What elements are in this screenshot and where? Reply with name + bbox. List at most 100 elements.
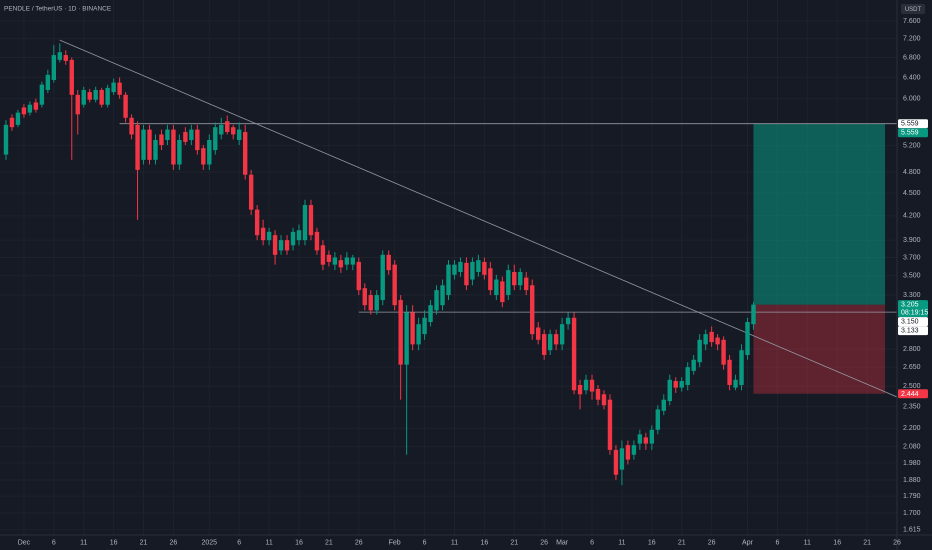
- candle-body: [189, 129, 194, 140]
- candle-body: [219, 124, 224, 135]
- candle-body: [326, 254, 332, 262]
- position-profit-zone: [753, 123, 886, 305]
- candle-body: [506, 270, 511, 296]
- candle-body: [649, 429, 655, 444]
- axes: 7.600 7.200 6.800 6.400 6.000 5.200 4.800 4.500…: [18, 18, 929, 547]
- candle-body: [308, 205, 314, 236]
- y-tick-label: 2.350: [903, 403, 921, 410]
- candle-body: [739, 350, 744, 385]
- candle-body: [237, 129, 242, 140]
- y-tick-label: 2.200: [903, 425, 921, 432]
- price-label-box: [898, 389, 928, 399]
- candle-body: [530, 285, 535, 335]
- y-tick-label: 3.500: [903, 273, 921, 280]
- candle-body: [9, 117, 15, 128]
- candle-body: [637, 434, 643, 444]
- candle-body: [201, 148, 206, 165]
- chart-title: PENDLE / TetherUS · 1D · BINANCE: [4, 6, 112, 13]
- candle-body: [715, 337, 720, 345]
- candle-body: [559, 324, 565, 345]
- candle-body: [547, 334, 553, 351]
- candle-body: [45, 74, 51, 90]
- candle-body: [536, 327, 541, 340]
- x-tick-label: 21: [863, 539, 871, 546]
- x-tick-label: 6: [590, 539, 594, 546]
- candle-body: [248, 174, 254, 210]
- y-tick-label: 2.650: [903, 364, 921, 371]
- candle-body: [703, 334, 708, 345]
- candle-body: [500, 281, 505, 303]
- candle-body: [583, 379, 589, 391]
- grid: [0, 0, 897, 535]
- price-label: 5.559: [901, 121, 919, 128]
- candle-body: [422, 317, 427, 335]
- candle-body: [183, 132, 188, 142]
- candle-body: [39, 84, 45, 105]
- candle-body: [625, 445, 631, 460]
- y-tick-label: 2.080: [903, 444, 921, 451]
- x-tick-label: 11: [265, 539, 272, 546]
- x-tick-label: 21: [678, 539, 686, 546]
- candle-body: [314, 231, 320, 251]
- candle-body: [380, 254, 385, 301]
- candle-body: [57, 52, 62, 60]
- candle-body: [512, 271, 517, 286]
- candle-body: [171, 129, 176, 165]
- candle-body: [571, 317, 577, 391]
- y-tick-label: 1.700: [903, 510, 921, 517]
- candle-body: [416, 324, 421, 345]
- x-tick-label: Feb: [389, 539, 401, 546]
- candle-body: [105, 87, 110, 105]
- candle-body: [51, 55, 57, 80]
- price-label-box: [898, 128, 928, 138]
- price-label: 2.444: [901, 391, 919, 398]
- candle-body: [338, 260, 344, 268]
- candle-body: [733, 379, 738, 388]
- candle-body: [446, 264, 451, 296]
- candle-body: [667, 379, 672, 402]
- candle-body: [613, 449, 619, 475]
- candle-body: [386, 254, 391, 271]
- price-label: 3.150: [901, 319, 919, 326]
- candle-body: [410, 312, 415, 345]
- candle-body: [464, 262, 469, 286]
- price-label: 3.205: [901, 302, 919, 309]
- candle-body: [290, 231, 296, 246]
- x-tick-label: 21: [325, 539, 333, 546]
- y-tick-label: 1.880: [903, 477, 921, 484]
- x-tick-label: 16: [833, 539, 841, 546]
- y-tick-label: 3.700: [903, 254, 921, 261]
- candle-body: [428, 305, 433, 323]
- price-countdown: 08:19:15: [901, 310, 928, 317]
- candle-body: [135, 124, 140, 170]
- candle-body: [242, 132, 248, 175]
- candle-body: [123, 94, 128, 118]
- currency-badge[interactable]: [901, 4, 925, 14]
- y-tick-label: 6.000: [903, 95, 921, 102]
- x-tick-label: 26: [893, 539, 901, 546]
- candle-body: [368, 295, 373, 311]
- x-tick-label: 21: [140, 539, 148, 546]
- candle-body: [225, 121, 230, 133]
- candle-body: [643, 437, 649, 444]
- x-tick-label: Mar: [556, 539, 569, 546]
- y-tick-label: 1.980: [903, 460, 921, 467]
- candle-body: [661, 399, 666, 411]
- x-tick-label: 11: [451, 539, 458, 546]
- candle-body: [153, 139, 158, 160]
- candle-body: [524, 277, 529, 291]
- price-label-box: [898, 119, 928, 129]
- candle-body: [434, 290, 439, 311]
- candle-body: [494, 279, 499, 296]
- candle-body: [470, 261, 475, 280]
- price-label: 5.559: [901, 130, 919, 137]
- y-tick-label: 3.300: [903, 292, 921, 299]
- candle-body: [93, 89, 98, 100]
- candle-body: [673, 381, 678, 388]
- candle-body: [63, 55, 68, 61]
- candle-body: [278, 240, 284, 251]
- candle-body: [440, 285, 445, 306]
- candle-body: [350, 257, 356, 265]
- candle-body: [141, 129, 146, 160]
